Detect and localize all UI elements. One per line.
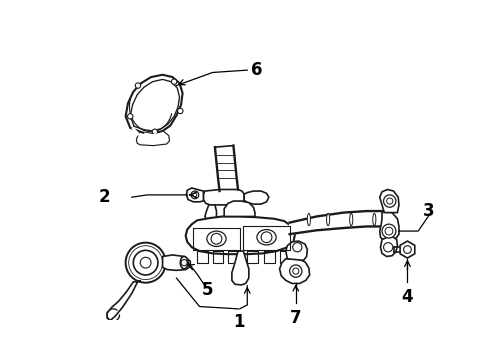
Circle shape — [177, 108, 183, 114]
Circle shape — [140, 257, 151, 268]
Polygon shape — [203, 189, 244, 205]
Circle shape — [193, 193, 197, 197]
Circle shape — [181, 260, 187, 266]
Polygon shape — [244, 191, 269, 204]
Polygon shape — [290, 211, 386, 234]
Circle shape — [125, 243, 166, 283]
Text: 7: 7 — [290, 309, 302, 327]
Text: 6: 6 — [251, 61, 263, 79]
Polygon shape — [224, 201, 255, 216]
Ellipse shape — [373, 213, 376, 226]
Circle shape — [135, 83, 141, 88]
Circle shape — [191, 191, 199, 199]
Circle shape — [152, 129, 158, 134]
Ellipse shape — [326, 213, 330, 226]
Polygon shape — [280, 259, 310, 283]
Text: 4: 4 — [402, 288, 413, 306]
Circle shape — [387, 198, 393, 204]
Ellipse shape — [180, 256, 188, 269]
Circle shape — [384, 195, 396, 207]
Polygon shape — [380, 189, 399, 213]
Polygon shape — [381, 237, 397, 256]
Text: 1: 1 — [233, 313, 245, 331]
Circle shape — [290, 265, 302, 277]
Polygon shape — [107, 281, 141, 320]
Circle shape — [133, 250, 158, 275]
Ellipse shape — [207, 231, 226, 247]
Circle shape — [385, 227, 393, 235]
Polygon shape — [163, 255, 190, 270]
Circle shape — [404, 246, 411, 253]
Polygon shape — [232, 251, 249, 285]
Circle shape — [293, 268, 299, 274]
Text: 5: 5 — [201, 280, 213, 298]
Polygon shape — [229, 203, 240, 221]
Circle shape — [382, 224, 396, 238]
Polygon shape — [186, 216, 295, 254]
Polygon shape — [380, 211, 399, 242]
Polygon shape — [400, 241, 415, 258]
Circle shape — [211, 233, 222, 244]
Polygon shape — [205, 205, 217, 222]
Ellipse shape — [350, 213, 353, 226]
Polygon shape — [187, 188, 203, 202]
Polygon shape — [286, 241, 307, 260]
Circle shape — [172, 79, 177, 84]
Circle shape — [127, 114, 133, 119]
Circle shape — [261, 232, 272, 243]
Text: 2: 2 — [98, 188, 110, 206]
Circle shape — [293, 243, 302, 252]
Circle shape — [384, 243, 393, 252]
Polygon shape — [125, 75, 183, 134]
Ellipse shape — [257, 230, 276, 245]
Text: 3: 3 — [423, 202, 435, 220]
Ellipse shape — [307, 213, 311, 226]
